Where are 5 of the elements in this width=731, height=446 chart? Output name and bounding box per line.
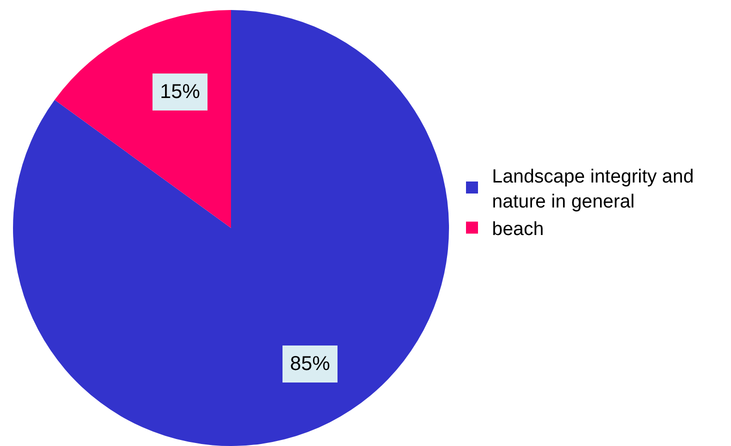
data-label: 15% [160,81,200,103]
data-label: 85% [290,353,330,375]
legend-label: beach [492,219,544,240]
pie-slice [54,10,231,228]
pie-slice [13,10,449,446]
